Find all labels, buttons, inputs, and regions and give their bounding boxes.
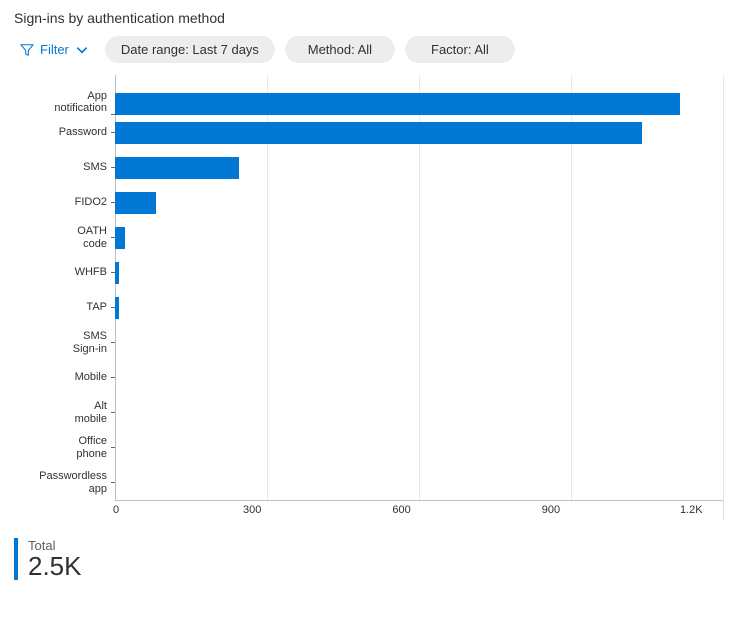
chart-row: Alt mobile [14, 395, 723, 430]
bar-track [115, 402, 723, 424]
filter-button[interactable]: Filter [14, 38, 95, 61]
pill-date-range[interactable]: Date range: Last 7 days [105, 36, 275, 63]
bar-track [115, 122, 723, 144]
bar-track [115, 157, 723, 179]
bar[interactable] [115, 297, 119, 319]
bar-track [115, 227, 723, 249]
category-label: Alt mobile [14, 400, 111, 425]
chart-row: SMS [14, 150, 723, 185]
chart-row: WHFB [14, 255, 723, 290]
bar-track [115, 367, 723, 389]
x-tick-label: 900 [542, 504, 560, 516]
category-label: Password [14, 126, 111, 139]
chart-row: Office phone [14, 430, 723, 465]
signins-bar-chart: App notification Password SMS FIDO2 OATH cod… [14, 75, 723, 500]
category-label: TAP [14, 301, 111, 314]
bar[interactable] [115, 227, 125, 249]
chart-row: Password [14, 115, 723, 150]
bar-track [115, 262, 723, 284]
filter-icon [20, 43, 34, 57]
chart-container: App notification Password SMS FIDO2 OATH cod… [14, 75, 724, 520]
summary-value: 2.5K [28, 553, 725, 580]
chart-row: App notification [14, 75, 723, 115]
bar[interactable] [115, 192, 156, 214]
summary-label: Total [28, 538, 725, 553]
chart-row: FIDO2 [14, 185, 723, 220]
pill-factor[interactable]: Factor: All [405, 36, 515, 63]
chart-row: OATH code [14, 220, 723, 255]
filter-label: Filter [40, 42, 69, 57]
pill-method[interactable]: Method: All [285, 36, 395, 63]
chart-row: SMS Sign-in [14, 325, 723, 360]
summary-card: Total 2.5K [14, 538, 725, 580]
category-label: SMS Sign-in [14, 330, 111, 355]
category-label: OATH code [14, 225, 111, 250]
bar-track [115, 437, 723, 459]
category-label: SMS [14, 161, 111, 174]
chart-row: Mobile [14, 360, 723, 395]
bar-track [115, 192, 723, 214]
category-label: WHFB [14, 266, 111, 279]
category-label: Mobile [14, 371, 111, 384]
chart-row: Passwordless app [14, 465, 723, 500]
bar-track [115, 332, 723, 354]
category-label: Office phone [14, 435, 111, 460]
x-tick-label: 0 [113, 504, 119, 516]
category-label: FIDO2 [14, 196, 111, 209]
category-label: App notification [14, 90, 111, 115]
x-tick-label: 600 [392, 504, 410, 516]
x-tick-label: 300 [243, 504, 261, 516]
bar[interactable] [115, 122, 642, 144]
bar-track [115, 472, 723, 494]
bar-track [115, 297, 723, 319]
bar[interactable] [115, 93, 680, 115]
filter-bar: Filter Date range: Last 7 days Method: A… [14, 36, 725, 63]
x-tick-label: 1.2K [680, 504, 703, 516]
chevron-down-icon [75, 43, 89, 57]
bar[interactable] [115, 157, 239, 179]
chart-row: TAP [14, 290, 723, 325]
bar-track [115, 93, 723, 115]
page-title: Sign-ins by authentication method [14, 10, 725, 26]
bar[interactable] [115, 262, 119, 284]
x-axis: 0 300 600 900 1.2K [14, 500, 723, 520]
category-label: Passwordless app [14, 470, 111, 495]
